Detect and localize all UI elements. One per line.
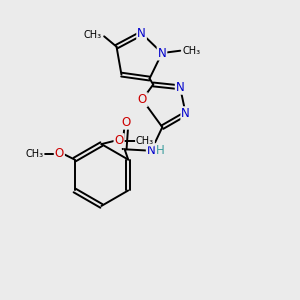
Text: CH₃: CH₃ [136, 136, 154, 146]
Text: CH₃: CH₃ [84, 30, 102, 40]
Text: CH₃: CH₃ [182, 46, 200, 56]
Text: N: N [181, 107, 190, 120]
Text: N: N [137, 27, 146, 40]
Text: CH₃: CH₃ [25, 149, 44, 159]
Text: O: O [115, 134, 124, 147]
Text: O: O [122, 116, 131, 129]
Text: H: H [156, 144, 165, 157]
Text: O: O [55, 147, 64, 160]
Text: N: N [158, 46, 166, 60]
Text: N: N [147, 144, 155, 157]
Text: N: N [176, 81, 184, 94]
Text: O: O [138, 93, 147, 106]
